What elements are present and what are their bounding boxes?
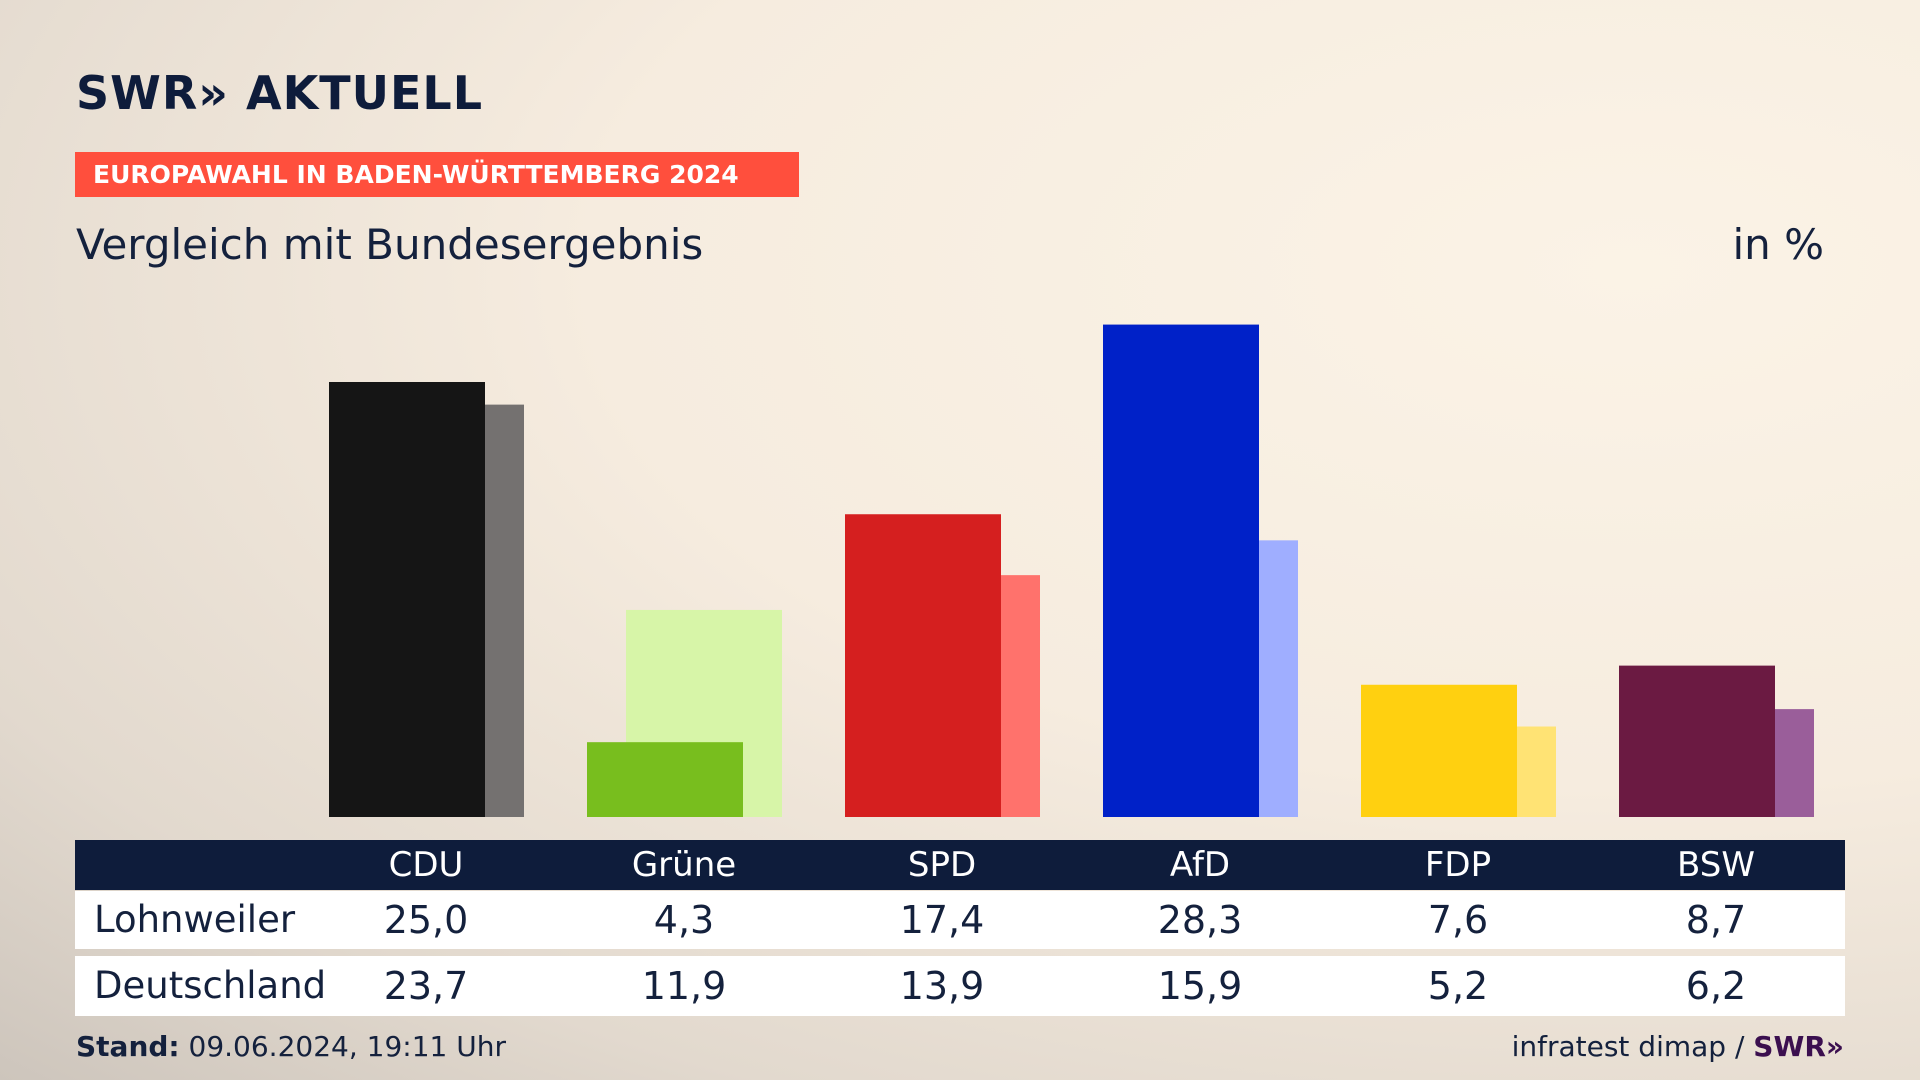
row-label: Deutschland: [94, 964, 327, 1007]
header-spd: SPD: [907, 845, 977, 885]
table-cell: 8,7: [1685, 898, 1747, 942]
bar-lohnweiler-spd: [845, 514, 1001, 817]
bar-deutschland-cdu: [485, 404, 524, 817]
timestamp: Stand: 09.06.2024, 19:11 Uhr: [76, 1030, 506, 1063]
stand-value: 09.06.2024, 19:11 Uhr: [179, 1030, 506, 1063]
bar-lohnweiler-cdu: [329, 382, 485, 817]
table-cell: 4,3: [653, 898, 715, 942]
bar-lohnweiler-grne: [587, 742, 743, 817]
bar-lohnweiler-bsw: [1619, 665, 1775, 817]
bar-deutschland-afd: [1259, 540, 1298, 817]
unit-label: in %: [1732, 220, 1824, 269]
table-cell: 15,9: [1157, 964, 1243, 1008]
header-gruene: Grüne: [631, 845, 737, 885]
table-cell: 25,0: [383, 898, 469, 942]
header-afd: AfD: [1169, 845, 1231, 885]
header-bsw: BSW: [1677, 845, 1755, 885]
bar-deutschland-fdp: [1517, 726, 1556, 817]
table-cell: 13,9: [899, 964, 985, 1008]
chart-title: Vergleich mit Bundesergebnis: [76, 220, 704, 269]
stand-label: Stand:: [76, 1030, 180, 1063]
table-cell: 5,2: [1427, 964, 1489, 1008]
header-cdu: CDU: [388, 845, 464, 885]
table-cell: 23,7: [383, 964, 469, 1008]
source-text: infratest dimap /: [1511, 1030, 1754, 1063]
header-fdp: FDP: [1424, 845, 1492, 885]
table-cell: 28,3: [1157, 898, 1243, 942]
row-label: Lohnweiler: [94, 898, 296, 941]
bar-lohnweiler-afd: [1103, 324, 1259, 817]
source-credit: infratest dimap / SWR»: [1512, 1030, 1844, 1063]
table-cell: 7,6: [1427, 898, 1489, 942]
table-cell: 6,2: [1685, 964, 1747, 1008]
table-cell: 11,9: [641, 964, 727, 1008]
election-banner: EUROPAWAHL IN BADEN-WÜRTTEMBERG 2024: [75, 152, 799, 197]
table-cell: 17,4: [899, 898, 985, 942]
swr-aktuell-logo: SWR» AKTUELL: [76, 66, 484, 120]
bar-deutschland-bsw: [1775, 709, 1814, 817]
swr-brand: SWR»: [1753, 1030, 1844, 1063]
table-header: CDU Grüne SPD AfD FDP BSW: [75, 840, 1845, 890]
bar-deutschland-spd: [1001, 575, 1040, 817]
bar-chart: [329, 324, 1814, 817]
bar-lohnweiler-fdp: [1361, 684, 1517, 817]
table-row: Deutschland 23,7 11,9 13,9 15,9 5,2 6,2: [75, 956, 1845, 1016]
table-row: Lohnweiler 25,0 4,3 17,4 28,3 7,6 8,7: [75, 891, 1845, 949]
